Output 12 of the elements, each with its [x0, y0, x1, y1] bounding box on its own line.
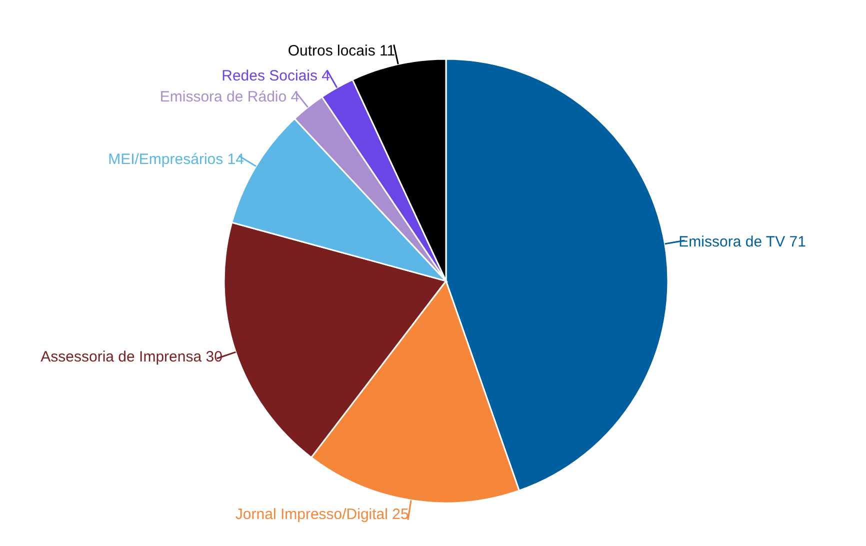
data-label: 30 [206, 348, 222, 366]
data-label: 14 [227, 150, 244, 168]
data-label: 11 [380, 42, 396, 60]
slice-label: Redes Sociais [222, 66, 322, 84]
slice-label: Emissora de Rádio [160, 88, 291, 105]
slice-label: MEI/Empresários [108, 150, 228, 168]
slice-label: Assessoria de Imprensa [40, 348, 206, 366]
data-label: 71 [789, 233, 806, 250]
data-label: 25 [392, 506, 409, 523]
slice-label: Emissora de TV [678, 233, 790, 250]
slice-label: Jornal Impresso/Digital [235, 506, 392, 523]
slice-label: Outros locais [288, 42, 380, 60]
